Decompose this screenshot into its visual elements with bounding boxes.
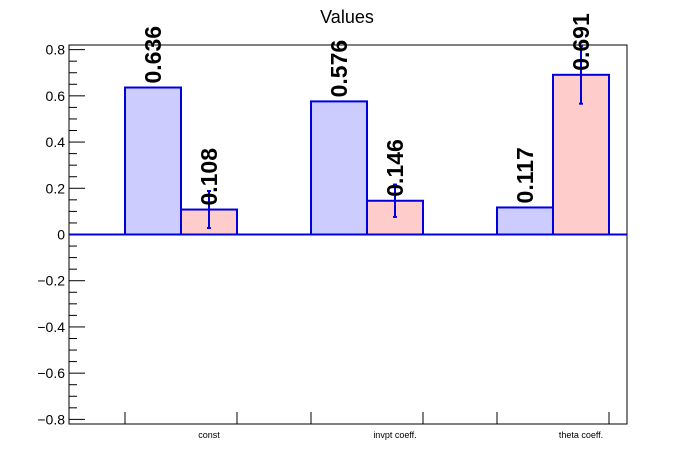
- data-label: 0.636: [140, 26, 166, 84]
- y-tick-label: −0.8: [37, 411, 65, 427]
- chart-title: Values: [320, 7, 374, 27]
- y-tick-label: 0.6: [46, 88, 66, 104]
- data-label: 0.691: [568, 13, 594, 71]
- x-category-label: const: [198, 430, 220, 440]
- y-tick-label: −0.4: [37, 319, 65, 335]
- y-tick-label: −0.6: [37, 365, 65, 381]
- bar-series-1: [310, 100, 368, 236]
- y-tick-label: 0: [57, 227, 65, 243]
- x-category-label: invpt coeff.: [373, 430, 416, 440]
- plot-area: −0.8 −0.6 −0.4 −0.2 0 0.2 0.4 0.6 0.8 const invpt …: [37, 13, 628, 440]
- y-tick-label: 0.2: [46, 180, 66, 196]
- data-label: 0.146: [382, 139, 408, 197]
- data-label: 0.117: [512, 147, 538, 203]
- x-category-label: theta coeff.: [559, 430, 603, 440]
- data-label: 0.108: [196, 148, 222, 206]
- y-tick-label: 0.4: [46, 134, 66, 150]
- y-tick-label: 0.8: [46, 42, 66, 58]
- bar-series-1: [124, 86, 182, 236]
- bar-series-1: [496, 206, 554, 236]
- y-tick-label: −0.2: [37, 273, 65, 289]
- data-label: 0.576: [326, 40, 352, 98]
